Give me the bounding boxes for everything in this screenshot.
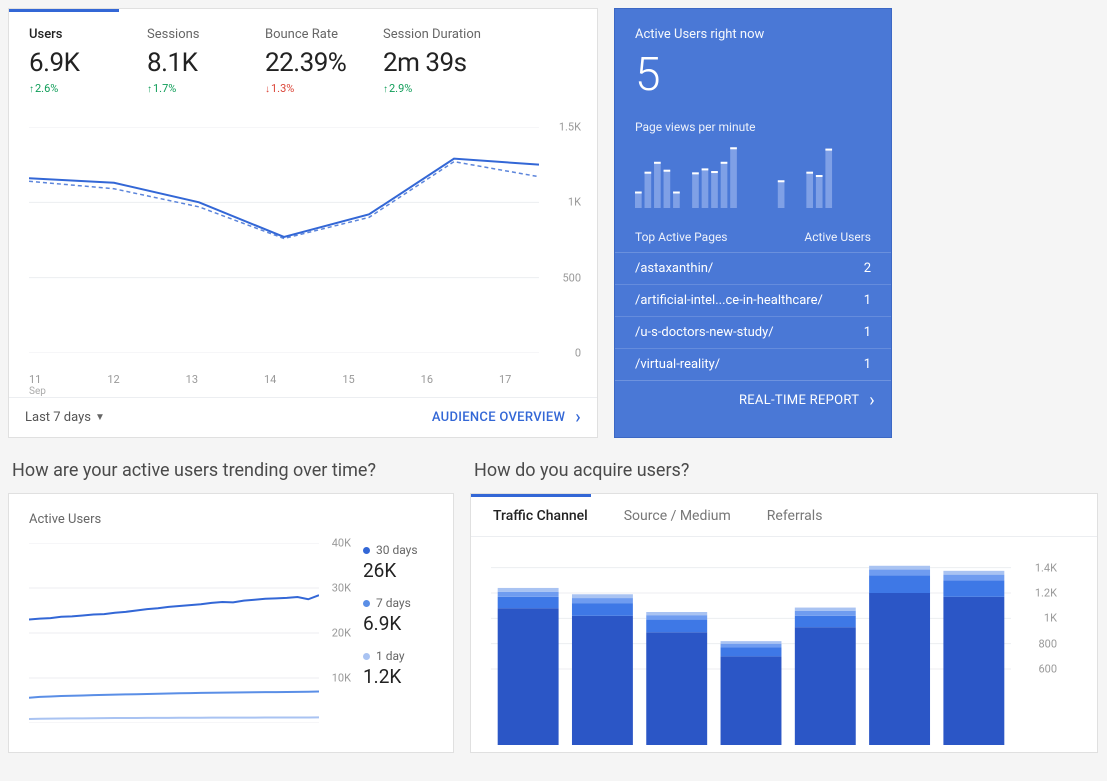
page-path: /astaxanthin/ — [635, 261, 713, 276]
metric-delta: ↓1.3% — [265, 82, 383, 95]
realtime-page-row[interactable]: /astaxanthin/2 — [615, 253, 891, 285]
y-axis-tick: 1K — [1044, 612, 1057, 625]
realtime-count: 5 — [635, 48, 871, 102]
page-active-users: 2 — [864, 261, 871, 276]
y-axis-tick: 500 — [562, 271, 581, 284]
metric-users[interactable]: Users 6.9K ↑2.6% — [29, 27, 147, 95]
section-acquire-title: How do you acquire users? — [474, 460, 1094, 481]
realtime-page-row[interactable]: /virtual-reality/1 — [615, 349, 891, 380]
active-users-trend-card: Active Users 10K 20K 30K 40K 30 days26K 7 da… — [8, 493, 454, 753]
pageviews-sparkline — [635, 142, 873, 208]
audience-overview-link[interactable]: AUDIENCE OVERVIEW › — [432, 410, 581, 425]
metric-label: Users — [29, 27, 147, 42]
realtime-report-link[interactable]: REAL-TIME REPORT › — [615, 380, 891, 420]
page-active-users: 1 — [864, 357, 871, 372]
realtime-page-row[interactable]: /u-s-doctors-new-study/1 — [615, 317, 891, 349]
realtime-title: Active Users right now — [635, 27, 871, 42]
y-axis-tick: 1.4K — [1035, 561, 1057, 574]
x-axis-tick: 11Sep — [29, 373, 69, 397]
date-range-selector[interactable]: Last 7 days ▼ — [25, 410, 105, 425]
audience-overview-card: Users6.9K↑2.6%Sessions8.1K↑1.7%Bounce Ra… — [8, 8, 598, 438]
realtime-page-row[interactable]: /artificial-intel...ce-in-healthcare/1 — [615, 285, 891, 317]
metric-delta: ↑2.6% — [29, 82, 147, 95]
tab-referrals[interactable]: Referrals — [767, 508, 823, 524]
trend-legend: 30 days26K 7 days6.9K 1 day1.2K — [363, 543, 418, 733]
metric-value: 8.1K — [147, 48, 265, 78]
metric-value: 2m 39s — [383, 48, 501, 78]
acquisition-card: Traffic ChannelSource / MediumReferrals … — [470, 493, 1098, 753]
page-path: /artificial-intel...ce-in-healthcare/ — [635, 293, 823, 308]
y-axis-tick: 40K — [332, 537, 351, 550]
metric-delta: ↑2.9% — [383, 82, 501, 95]
y-axis-tick: 1K — [568, 196, 581, 209]
tab-source-medium[interactable]: Source / Medium — [624, 508, 731, 524]
x-axis-tick: 15 — [342, 373, 382, 397]
x-axis-tick: 12 — [107, 373, 147, 397]
metric-label: Sessions — [147, 27, 265, 42]
legend-item: 30 days26K — [363, 543, 418, 582]
traffic-channel-chart — [491, 555, 1011, 745]
realtime-table-header: Top Active Pages Active Users — [615, 216, 891, 253]
y-axis-tick: 1.2K — [1035, 587, 1057, 600]
y-axis-tick: 600 — [1038, 663, 1057, 676]
metric-tab-indicator — [9, 9, 119, 12]
metrics-header: Users6.9K↑2.6%Sessions8.1K↑1.7%Bounce Ra… — [9, 9, 597, 99]
y-axis-tick: 800 — [1038, 637, 1057, 650]
x-axis-tick: 16 — [421, 373, 461, 397]
page-path: /u-s-doctors-new-study/ — [635, 325, 774, 340]
y-axis-tick: 20K — [332, 627, 351, 640]
metric-value: 6.9K — [29, 48, 147, 78]
users-line-chart: 05001K1.5K 11Sep121314151617 — [29, 127, 577, 397]
active-users-trend-chart: 10K20K30K40K — [29, 543, 349, 733]
y-axis-tick: 10K — [332, 672, 351, 685]
metric-label: Session Duration — [383, 27, 501, 42]
page-active-users: 1 — [864, 293, 871, 308]
x-axis-tick: 13 — [186, 373, 226, 397]
caret-down-icon: ▼ — [95, 412, 105, 423]
y-axis-tick: 30K — [332, 582, 351, 595]
x-axis-tick: 14 — [264, 373, 304, 397]
tab-traffic-channel[interactable]: Traffic Channel — [493, 508, 588, 524]
x-axis-tick: 17 — [499, 373, 539, 397]
realtime-subtitle: Page views per minute — [635, 120, 871, 134]
legend-item: 1 day1.2K — [363, 649, 418, 688]
metric-value: 22.39% — [265, 48, 383, 78]
page-path: /virtual-reality/ — [635, 357, 720, 372]
metric-delta: ↑1.7% — [147, 82, 265, 95]
legend-item: 7 days6.9K — [363, 596, 418, 635]
y-axis-tick: 1.5K — [559, 121, 581, 134]
metric-sessions[interactable]: Sessions 8.1K ↑1.7% — [147, 27, 265, 95]
date-range-label: Last 7 days — [25, 410, 91, 425]
section-trending-title: How are your active users trending over … — [12, 460, 450, 481]
acquisition-tabs: Traffic Channel Source / Medium Referrals — [471, 494, 1097, 537]
page-active-users: 1 — [864, 325, 871, 340]
realtime-card: Active Users right now 5 Page views per … — [614, 8, 892, 438]
metric-session-duration[interactable]: Session Duration 2m 39s ↑2.9% — [383, 27, 501, 95]
acq-tab-indicator — [471, 494, 591, 497]
y-axis-tick: 0 — [575, 347, 581, 360]
trend-card-title: Active Users — [29, 512, 433, 527]
metric-label: Bounce Rate — [265, 27, 383, 42]
metric-bounce-rate[interactable]: Bounce Rate 22.39% ↓1.3% — [265, 27, 383, 95]
